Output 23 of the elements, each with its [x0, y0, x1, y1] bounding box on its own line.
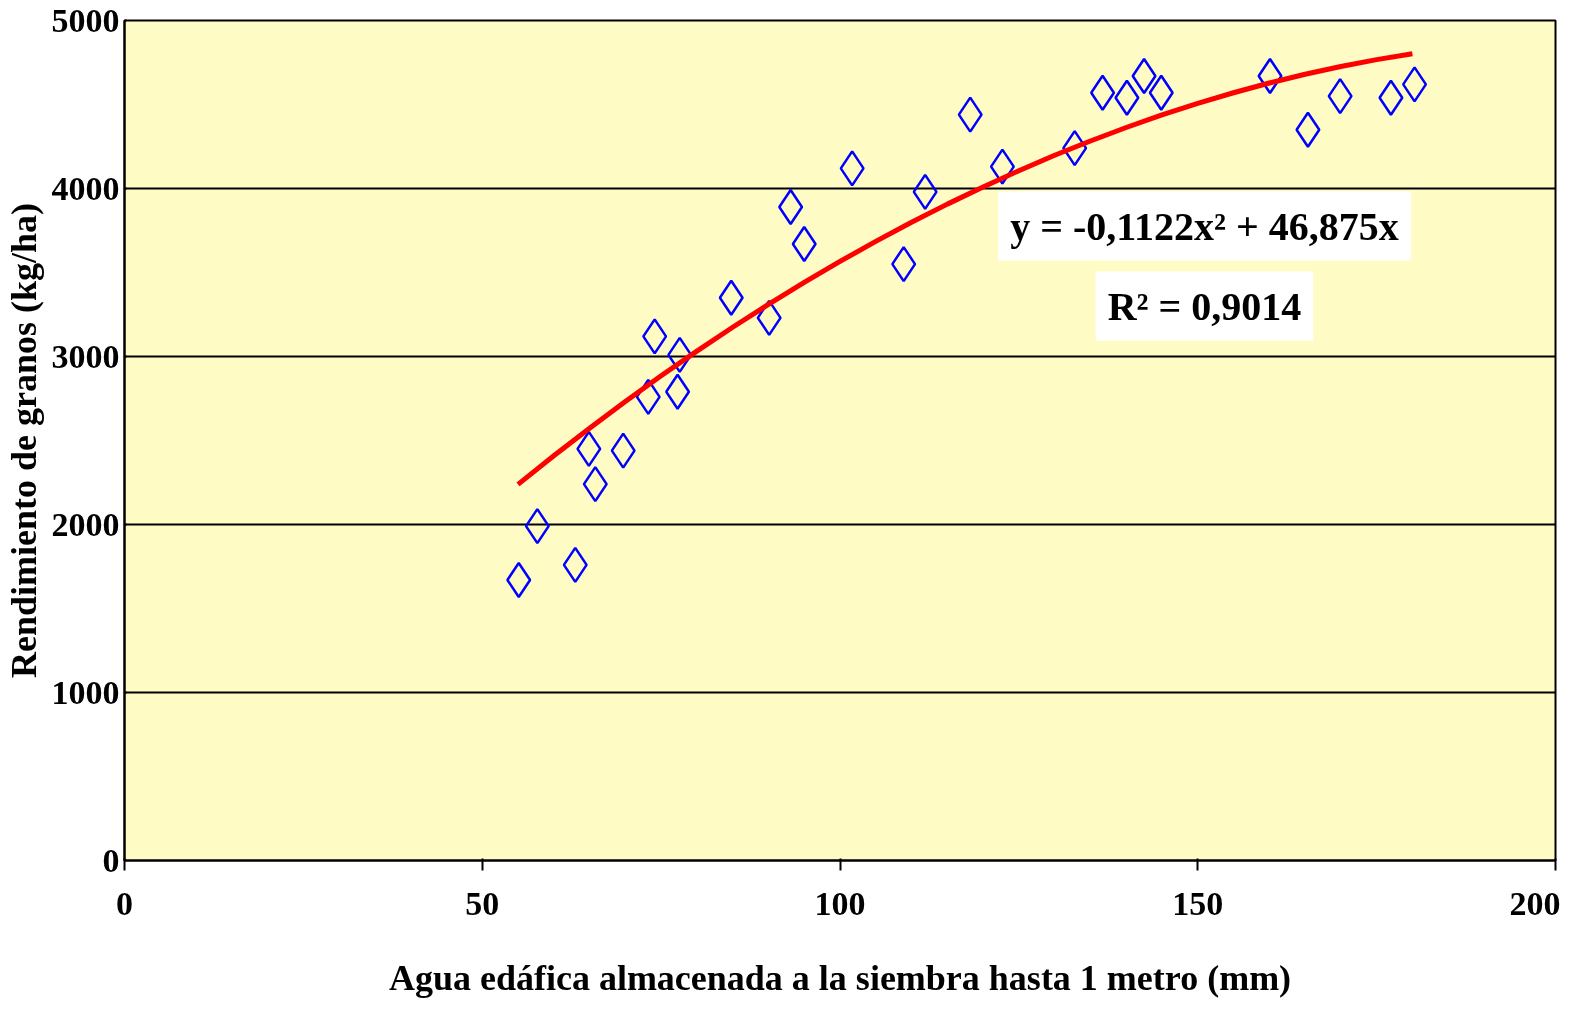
y-tick-label: 4000 — [51, 169, 120, 207]
x-axis-title: Agua edáfica almacenada a la siembra hasta 1 metro (mm) — [388, 957, 1292, 998]
point — [718, 279, 744, 316]
point — [1148, 74, 1174, 111]
annotation: R² = 0,9014 — [1107, 283, 1302, 329]
annotation: y = -0,1122x² + 46,875x — [1010, 203, 1399, 249]
point — [1295, 111, 1321, 148]
x-tick-label: 150 — [1172, 884, 1224, 922]
y-axis-title: Rendimiento de granos (kg/ha) — [3, 202, 44, 679]
point — [839, 150, 865, 187]
point — [610, 432, 636, 469]
y-tick-label: 0 — [102, 841, 120, 879]
x-tick-label: 100 — [814, 884, 866, 922]
x-tick-label: 200 — [1509, 884, 1561, 922]
y-tick-label: 3000 — [51, 337, 120, 375]
point — [1401, 66, 1428, 103]
y-tick-label: 2000 — [51, 505, 120, 543]
y-tick-label: 5000 — [51, 1, 120, 39]
y-tick-label: 1000 — [51, 673, 120, 711]
x-tick-label: 50 — [465, 884, 500, 922]
point — [1090, 74, 1116, 111]
point — [642, 318, 668, 355]
point — [957, 96, 983, 133]
